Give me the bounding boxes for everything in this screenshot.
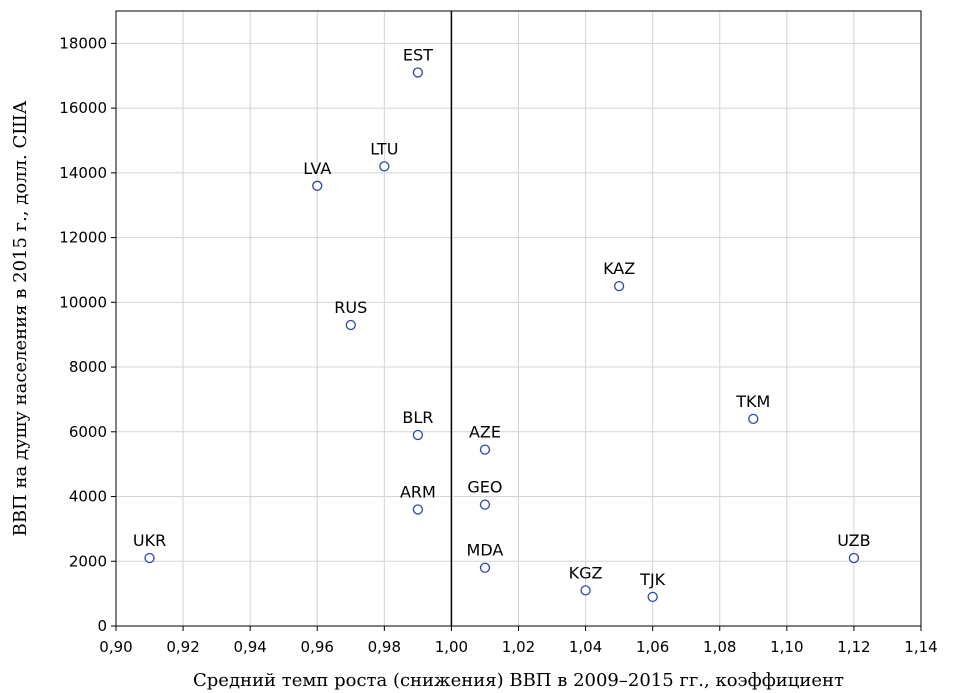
x-tick-label: 0,94: [233, 638, 266, 656]
x-tick-label: 1,04: [569, 638, 602, 656]
point-marker: [613, 280, 625, 292]
point-marker: [748, 413, 759, 424]
point-marker: [479, 562, 491, 573]
data-point-uzb: UZB: [837, 531, 871, 564]
point-label: RUS: [334, 298, 367, 317]
point-label: LTU: [370, 139, 398, 158]
data-point-kgz: KGZ: [569, 563, 603, 596]
point-label: KGZ: [569, 563, 603, 582]
data-point-mda: MDA: [467, 541, 504, 573]
point-label: KAZ: [603, 259, 635, 278]
x-tick-label: 0,92: [166, 638, 199, 656]
point-marker: [345, 319, 356, 331]
point-label: UZB: [837, 531, 870, 550]
point-label: AZE: [469, 423, 501, 442]
x-tick-label: 0,98: [368, 638, 401, 656]
point-marker: [312, 180, 323, 191]
y-tick-label: 8000: [69, 358, 107, 376]
y-tick-label: 2000: [69, 552, 107, 570]
x-tick-label: 1,00: [435, 638, 468, 656]
x-tick-label: 1,12: [837, 638, 870, 656]
x-tick-label: 1,02: [502, 638, 535, 656]
data-point-ukr: UKR: [133, 531, 166, 564]
x-tick-label: 0,96: [301, 638, 334, 656]
data-point-ltu: LTU: [370, 139, 398, 172]
y-axis-ticks: 0 2000 4000 6000 8000 10000 12000 14000 16000 180…: [59, 34, 116, 635]
y-tick-label: 0: [97, 617, 107, 635]
point-marker: [580, 585, 591, 596]
point-label: GEO: [467, 478, 502, 497]
point-marker: [479, 444, 491, 455]
point-marker: [379, 161, 390, 172]
point-marker: [144, 552, 155, 564]
point-marker: [412, 504, 424, 515]
x-axis-ticks: 0,90 0,92 0,94 0,96 0,98 1,00 1,02 1,04 1,06 1,08…: [99, 626, 938, 656]
point-marker: [647, 591, 658, 603]
data-point-blr: BLR: [402, 408, 433, 441]
data-point-tkm: TKM: [735, 392, 770, 424]
point-marker: [848, 552, 860, 564]
x-tick-label: 0,90: [99, 638, 132, 656]
data-point-tjk: TJK: [639, 570, 666, 603]
point-label: TJK: [639, 570, 665, 589]
y-tick-label: 18000: [59, 34, 107, 52]
point-label: EST: [403, 46, 433, 65]
data-point-est: EST: [403, 46, 433, 78]
y-tick-label: 10000: [59, 293, 107, 311]
x-axis-title: Средний темп роста (снижения) ВВП в 2009…: [193, 670, 844, 691]
y-axis-title: ВВП на душу населения в 2015 г., долл. С…: [10, 100, 31, 536]
point-marker: [412, 429, 424, 441]
y-tick-label: 6000: [69, 423, 107, 441]
data-point-aze: AZE: [469, 423, 501, 455]
x-tick-label: 1,10: [770, 638, 803, 656]
point-label: ARM: [400, 482, 436, 501]
x-tick-label: 1,08: [703, 638, 736, 656]
data-points: EST LTU LVA RUS KAZ TKM BLR AZE GEO ARM UKR UZB MDA K…: [133, 46, 871, 603]
data-point-kaz: KAZ: [603, 259, 635, 292]
point-label: BLR: [402, 408, 433, 427]
data-point-geo: GEO: [467, 478, 503, 510]
data-point-arm: ARM: [400, 482, 436, 515]
point-label: MDA: [467, 541, 504, 560]
point-label: LVA: [303, 159, 331, 178]
point-label: UKR: [133, 531, 166, 550]
y-tick-label: 4000: [69, 488, 107, 506]
grid-lines: [115, 11, 922, 627]
x-tick-label: 1,14: [904, 638, 937, 656]
y-tick-label: 12000: [59, 229, 107, 247]
point-marker: [412, 67, 424, 78]
point-marker: [479, 499, 491, 510]
point-label: TKM: [735, 392, 770, 411]
data-point-rus: RUS: [334, 298, 367, 331]
y-tick-label: 14000: [59, 164, 107, 182]
data-point-lva: LVA: [303, 159, 331, 191]
y-tick-label: 16000: [59, 99, 107, 117]
x-tick-label: 1,06: [636, 638, 669, 656]
